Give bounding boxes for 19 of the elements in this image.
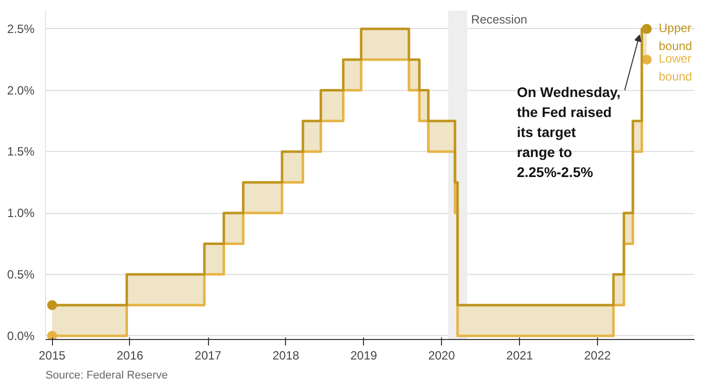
y-tick-label: 1.5%: [7, 144, 35, 159]
band-label: Recession: [471, 12, 528, 26]
x-tick-label: 2022: [584, 348, 612, 362]
y-tick-label: 1.0%: [7, 206, 35, 220]
series-label: Upper bound: [658, 20, 692, 54]
x-tick-label: 2019: [350, 348, 378, 362]
y-tick-label: 0.0%: [7, 328, 35, 343]
y-tick-label: 0.5%: [7, 267, 35, 282]
x-tick-label: 2016: [116, 348, 144, 362]
x-tick-label: 2017: [194, 348, 222, 362]
x-tick-label: 2018: [272, 348, 300, 362]
annotation: On Wednesday, the Fed raised its target range to 2.25%-2.5%: [516, 84, 621, 180]
y-tick-label: 2.5%: [7, 22, 35, 36]
x-tick-label: 2020: [428, 348, 456, 362]
y-tick-label: 2.0%: [7, 83, 35, 98]
series-label: Lower bound: [658, 52, 692, 84]
x-tick-label: 2021: [506, 348, 534, 362]
x-tick-label: 2015: [38, 348, 66, 362]
source-note: Source: Federal Reserve: [46, 370, 168, 382]
